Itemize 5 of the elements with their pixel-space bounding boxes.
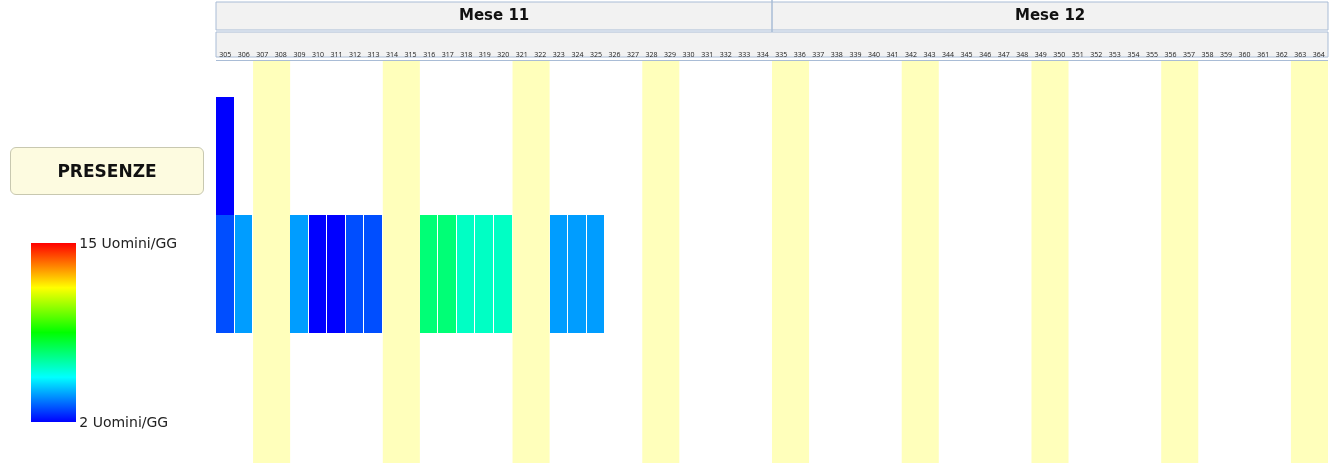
y-tick-label: PRESENZE <box>10 147 204 195</box>
text: Mese 12 <box>1015 6 1086 24</box>
text: Mese 11 <box>459 6 530 24</box>
color-bar-label: 15 Uomini/GG <box>79 234 178 251</box>
color-bar-label: 2 Uomini/GG <box>79 413 169 430</box>
